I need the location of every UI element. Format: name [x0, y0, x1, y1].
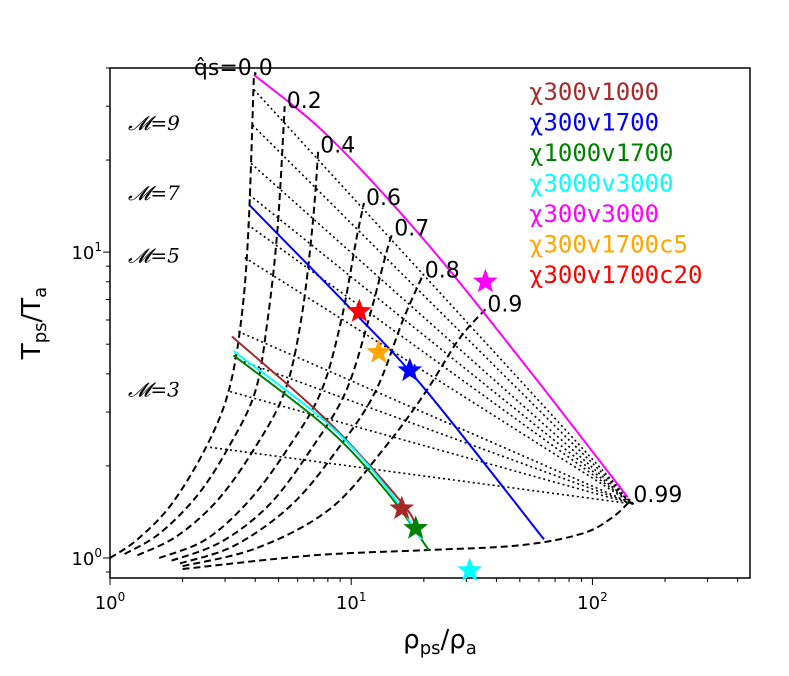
series-line: [232, 354, 430, 551]
q-curve: [182, 499, 633, 570]
q-curve: [179, 274, 424, 565]
series-star-marker: [346, 298, 372, 322]
series-line: [231, 335, 417, 529]
q-curve-label: 0.9: [487, 292, 522, 317]
legend-entry: χ300v3000: [529, 200, 659, 228]
y-tick-label: 100: [71, 546, 102, 570]
series-star-marker: [389, 495, 415, 520]
y-tick-label: 101: [71, 240, 102, 264]
mach-curves: [209, 89, 635, 505]
q-curve-label: q̂s=0.0: [194, 56, 273, 81]
mach-line: [229, 390, 634, 505]
mach-line: [253, 89, 635, 505]
q-curve-label: 0.2: [287, 89, 322, 114]
q-curve: [124, 106, 286, 555]
q-curve: [171, 233, 394, 562]
plot-frame: [109, 67, 751, 579]
q-curves: [109, 74, 633, 570]
series-star-marker: [397, 357, 423, 382]
x-axis-label: ρps/ρa: [403, 625, 477, 659]
mach-label: 𝓜=3: [128, 378, 180, 402]
mach-line: [250, 162, 635, 505]
series-star-marker: [403, 515, 428, 539]
mach-line: [209, 446, 634, 505]
legend-entry: χ300v1000: [529, 78, 659, 106]
legend: χ300v1000χ300v1700χ1000v1700χ3000v3000χ3…: [529, 78, 702, 289]
legend-entry: χ300v1700: [529, 109, 659, 137]
mach-line: [234, 357, 634, 505]
series-star-marker: [366, 339, 392, 363]
q-curve: [182, 308, 487, 568]
mach-label: 𝓜=9: [128, 111, 180, 135]
mach-line: [248, 194, 635, 505]
q-curve-label: 0.99: [633, 483, 682, 508]
q-curve-label: 0.7: [394, 217, 429, 242]
x-tick-label: 101: [336, 590, 367, 614]
mach-labels: 𝓜=3 𝓜=5 𝓜=7 𝓜=9: [128, 111, 180, 401]
legend-entry: χ1000v1700: [529, 139, 674, 167]
mach-line: [237, 330, 634, 505]
q-curve: [109, 74, 255, 559]
mach-label: 𝓜=5: [128, 244, 180, 268]
x-tick-label: 100: [95, 590, 126, 614]
series-line: [253, 74, 629, 498]
legend-entry: χ3000v3000: [529, 170, 674, 198]
series-star-marker: [457, 557, 483, 581]
mach-line: [244, 256, 634, 505]
legend-entry: χ300v1700c20: [529, 261, 702, 289]
q-curve-label: 0.6: [366, 186, 401, 211]
series-star-marker: [473, 268, 498, 293]
mach-label: 𝓜=7: [128, 181, 180, 205]
y-axis-label: Tps/Ta: [17, 287, 51, 360]
series-stars: [346, 268, 498, 581]
x-tick-label: 102: [577, 590, 608, 614]
q-curve-label: 0.4: [320, 133, 355, 158]
q-labels: q̂s=0.0 0.2 0.4 0.6 0.7 0.8 0.9 0.99: [194, 56, 682, 508]
series-line: [249, 204, 545, 541]
q-curve: [137, 150, 320, 557]
q-curve-label: 0.8: [425, 258, 460, 283]
legend-entry: χ300v1700c5: [529, 231, 688, 259]
